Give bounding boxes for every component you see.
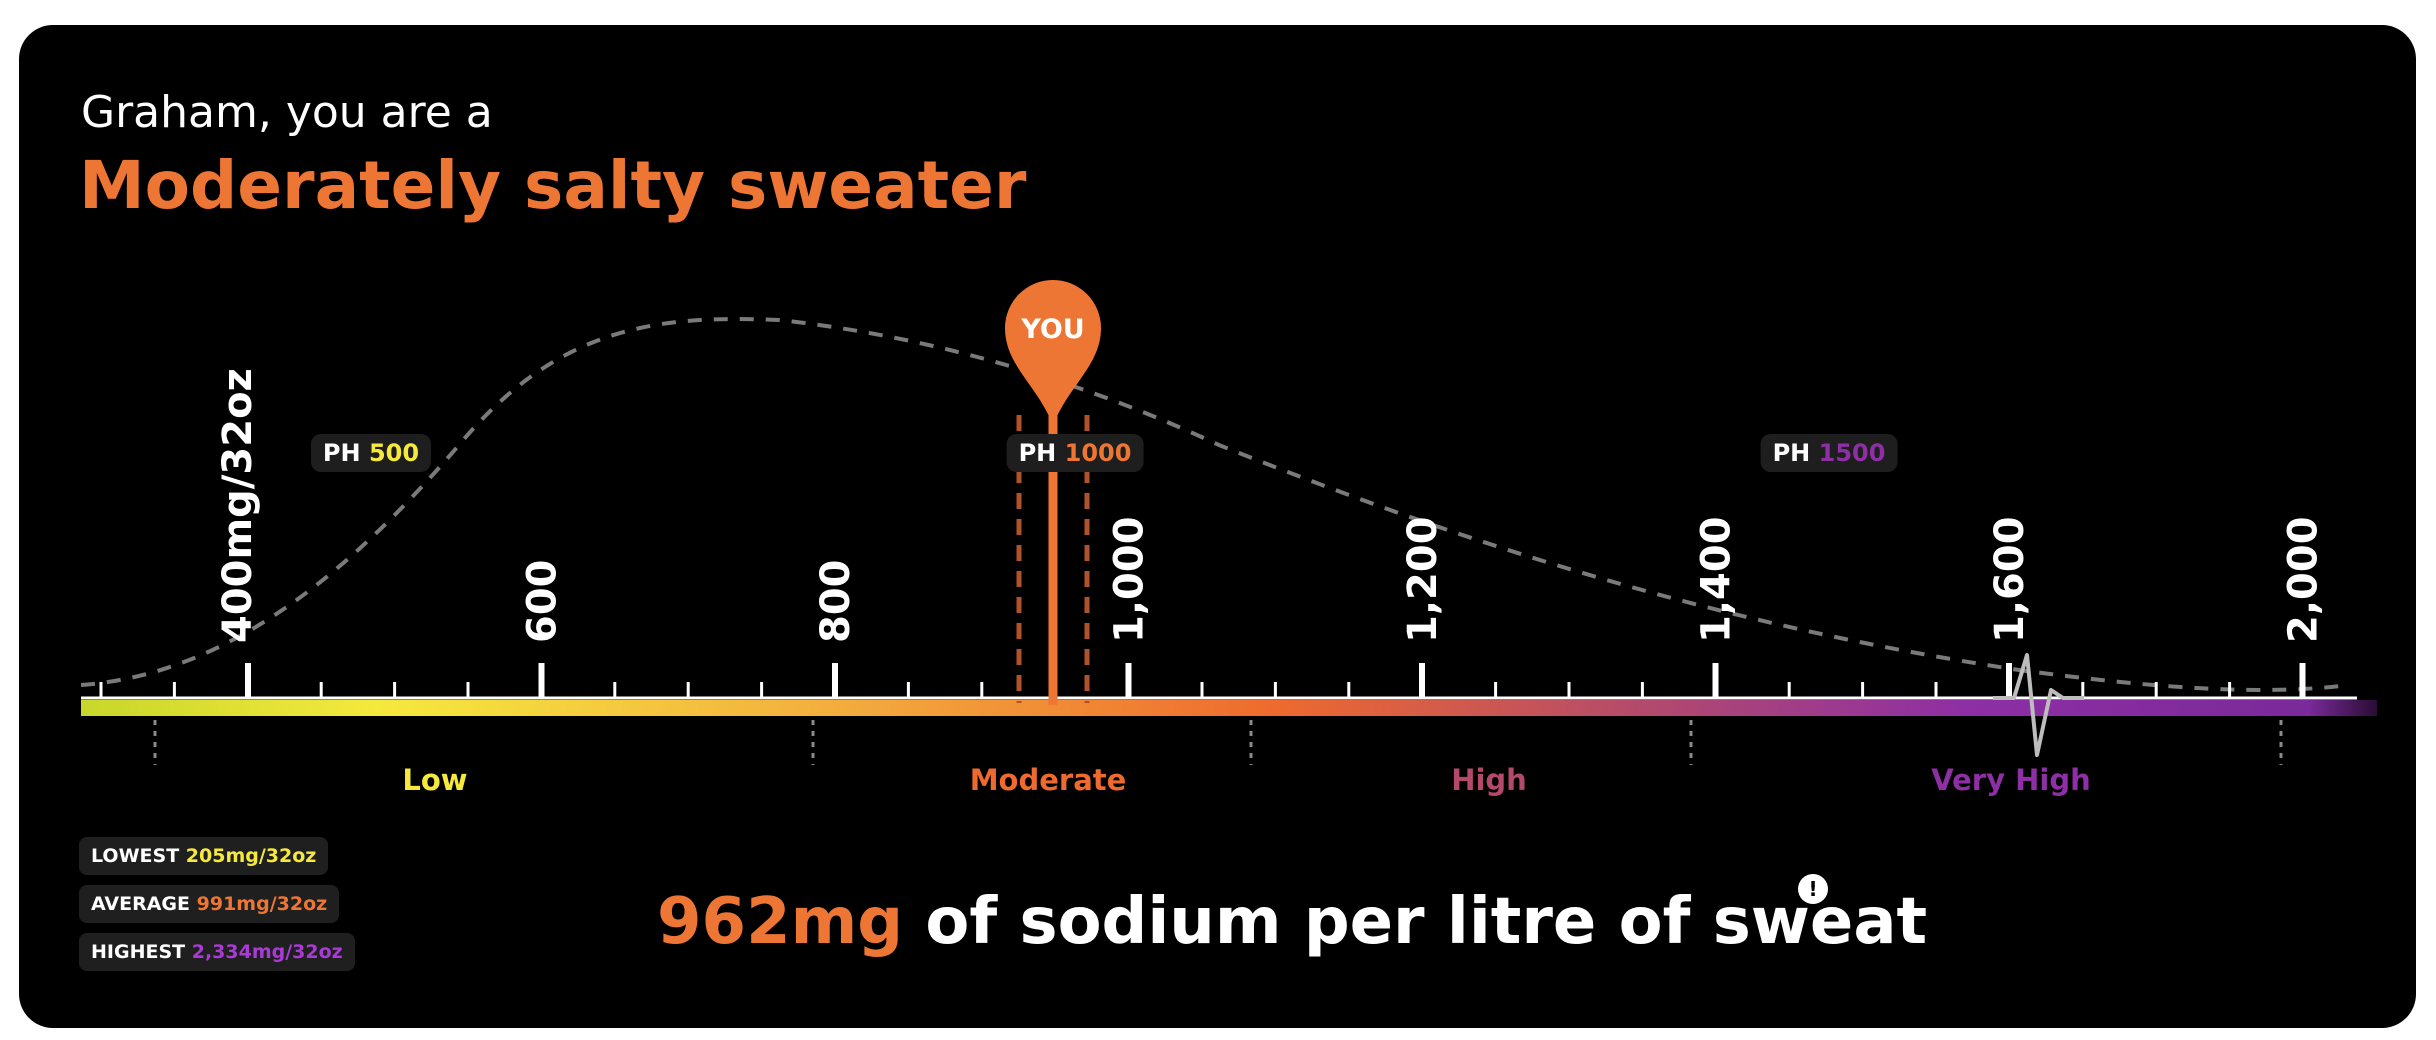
zone-high-label: High	[1451, 763, 1527, 797]
result-headline: Moderately salty sweater	[79, 147, 1027, 224]
ph-value: 500	[368, 439, 420, 467]
sodium-result: 962mg of sodium per litre of sweat	[657, 885, 1927, 959]
ph-1000-badge: PH 1000	[1006, 434, 1144, 472]
axis-break-icon	[1993, 653, 2084, 757]
tick-label: 600	[520, 560, 566, 644]
sodium-result-text: of sodium per litre of sweat	[903, 885, 1928, 959]
you-marker-label: YOU	[1020, 314, 1084, 345]
ph-prefix: PH	[322, 439, 361, 467]
unit-label: 400mg/32oz	[215, 368, 261, 643]
greeting-text: Graham, you are a	[81, 87, 493, 138]
stat-label: AVERAGE	[91, 893, 191, 915]
stat-value: 2,334mg/32oz	[191, 941, 343, 963]
stat-lowest: LOWEST 205mg/32oz	[79, 837, 329, 875]
ph-prefix: PH	[1018, 439, 1057, 467]
minor-ticks	[99, 682, 2305, 698]
tick-label: 1,600	[1987, 516, 2033, 643]
major-ticks: 600 800 1,000 1,200 1,400 1,600 2,000	[245, 516, 2327, 698]
sodium-result-value: 962mg	[657, 885, 904, 959]
info-icon[interactable]: !	[1798, 874, 1828, 904]
tick-label: 2,000	[2281, 516, 2327, 643]
stat-label: HIGHEST	[91, 941, 186, 963]
you-marker-pin	[1005, 280, 1101, 425]
tick-label: 800	[813, 560, 859, 644]
ph-value: 1000	[1064, 439, 1132, 467]
tick-label: 1,400	[1694, 516, 1740, 643]
tick-label: 1,200	[1400, 516, 1446, 643]
ph-1500-badge: PH 1500	[1760, 434, 1898, 472]
stat-value: 205mg/32oz	[185, 845, 317, 867]
tick-label: 1,000	[1107, 516, 1153, 643]
zone-moderate-label: Moderate	[969, 763, 1127, 797]
stat-value: 991mg/32oz	[196, 893, 328, 915]
ph-500-badge: PH 500	[310, 434, 432, 472]
stat-average: AVERAGE 991mg/32oz	[79, 885, 340, 923]
ph-value: 1500	[1818, 439, 1886, 467]
sweat-sodium-scale: 600 800 1,000 1,200 1,400 1,600 2,000 YOU 400m…	[80, 280, 2377, 765]
ph-prefix: PH	[1772, 439, 1811, 467]
stat-label: LOWEST	[91, 845, 180, 867]
zone-low-label: Low	[402, 763, 468, 797]
result-card: Graham, you are a Moderately salty sweat…	[19, 25, 2416, 1028]
gradient-bar	[81, 700, 2377, 716]
zone-dividers	[153, 720, 2283, 765]
zone-very-high-label: Very High	[1931, 763, 2091, 797]
stat-highest: HIGHEST 2,334mg/32oz	[79, 933, 355, 971]
